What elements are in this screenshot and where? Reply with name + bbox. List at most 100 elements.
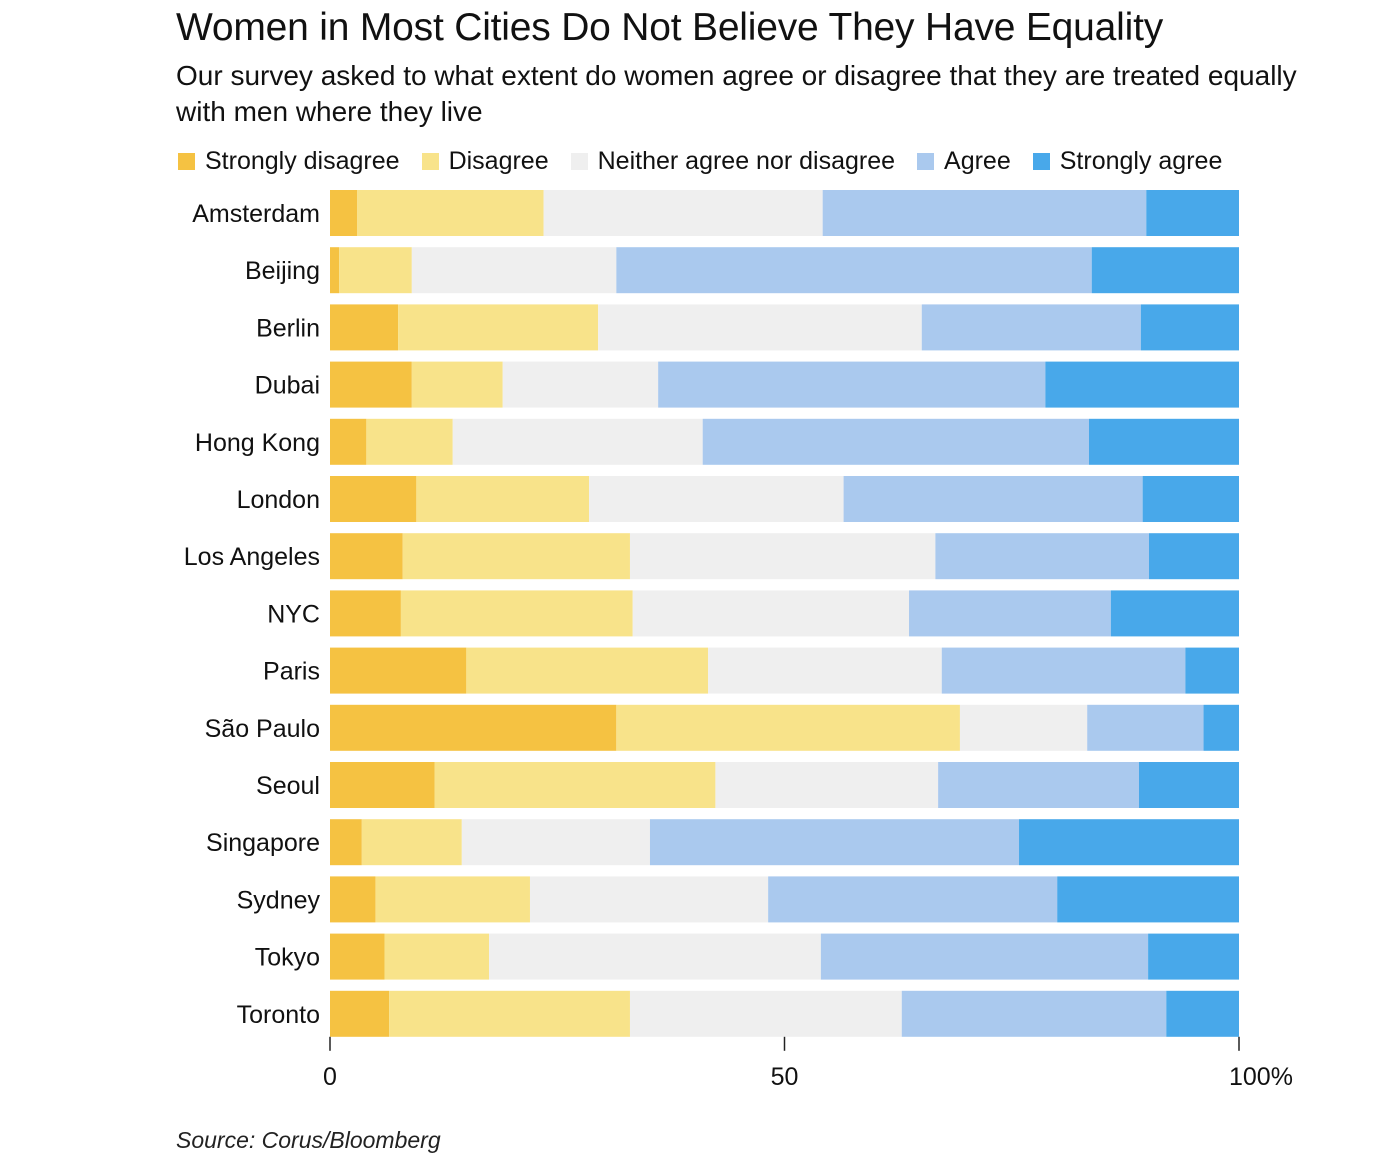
bar-row-sydney: [330, 876, 1239, 923]
x-axis-tick-label: 50: [771, 1063, 799, 1091]
bar-segment-agree: [935, 533, 1150, 580]
bar-segment-agree: [941, 647, 1186, 694]
bar-segment-agree: [820, 933, 1149, 980]
category-label: Toronto: [237, 1001, 320, 1029]
x-axis-tick-label: 100%: [1229, 1063, 1293, 1091]
category-label: Singapore: [206, 829, 320, 857]
legend-item-strongly-disagree: Strongly disagree: [178, 147, 400, 176]
bar-row-dubai: [330, 361, 1239, 408]
bar-segment-strongly-agree: [1166, 990, 1239, 1037]
bar-row-nyc: [330, 590, 1239, 637]
bar-segment-strongly-agree: [1142, 476, 1239, 522]
legend-swatch: [421, 152, 439, 170]
bar-segment-neither-agree-nor-disagree: [461, 819, 650, 866]
bar-segment-neither-agree-nor-disagree: [598, 304, 922, 351]
bar-segment-strongly-disagree: [330, 361, 412, 408]
bar-row-paris: [330, 647, 1239, 694]
bar-segment-agree: [1087, 704, 1204, 751]
category-label: Tokyo: [255, 944, 320, 972]
bar-segment-strongly-disagree: [330, 418, 367, 465]
bar-segment-strongly-agree: [1089, 418, 1239, 465]
bar-segment-strongly-disagree: [330, 590, 401, 637]
legend-item-neither: Neither agree nor disagree: [570, 146, 896, 176]
bar-segment-strongly-disagree: [330, 247, 340, 294]
category-label: Beijing: [245, 257, 320, 285]
bar-segment-strongly-disagree: [330, 933, 385, 980]
bar-segment-disagree: [616, 704, 960, 751]
bar-segment-strongly-agree: [1203, 704, 1239, 751]
bar-segment-strongly-agree: [1146, 190, 1239, 236]
legend-item-agree: Agree: [917, 147, 1011, 176]
bar-segment-strongly-disagree: [330, 990, 390, 1037]
bar-segment-disagree: [339, 247, 412, 294]
chart-subtitle: Our survey asked to what extent do women…: [176, 60, 1297, 127]
category-label: Los Angeles: [184, 543, 320, 571]
bar-row-beijing: [330, 247, 1239, 294]
bar-segment-disagree: [398, 304, 599, 351]
x-axis-tick-label: 0: [323, 1063, 337, 1091]
bar-segment-disagree: [389, 990, 630, 1037]
bar-segment-strongly-agree: [1110, 590, 1239, 637]
category-label: São Paulo: [205, 715, 320, 743]
legend-swatch: [917, 152, 935, 170]
bar-segment-neither-agree-nor-disagree: [502, 361, 659, 408]
category-label: Seoul: [256, 772, 320, 800]
bar-segment-strongly-disagree: [330, 304, 399, 351]
bar-segment-disagree: [361, 819, 462, 866]
bar-segment-neither-agree-nor-disagree: [411, 247, 617, 294]
bar-segment-agree: [921, 304, 1141, 351]
bar-segment-disagree: [375, 876, 530, 923]
bar-row-tokyo: [330, 933, 1239, 980]
bar-row-amsterdam: [330, 190, 1239, 236]
bar-segment-strongly-disagree: [330, 647, 467, 694]
category-label: London: [237, 486, 320, 514]
bar-segment-agree: [658, 361, 1046, 408]
bar-segment-strongly-disagree: [330, 819, 362, 866]
bar-segment-strongly-disagree: [330, 533, 403, 580]
legend-item-disagree: Disagree: [421, 147, 549, 176]
legend-label: Agree: [944, 146, 1011, 175]
bar-segment-strongly-agree: [1091, 247, 1239, 294]
bar-segment-agree: [649, 819, 1020, 866]
bar-segment-strongly-agree: [1140, 304, 1239, 351]
bar-row-toronto: [330, 990, 1239, 1037]
bar-segment-strongly-agree: [1185, 647, 1239, 694]
bar-segment-neither-agree-nor-disagree: [543, 190, 823, 236]
bar-segment-strongly-disagree: [330, 762, 435, 808]
bar-segment-agree: [768, 876, 1058, 923]
bar-segment-agree: [938, 762, 1140, 808]
bar-segment-disagree: [402, 533, 630, 580]
bar-segment-agree: [901, 990, 1167, 1037]
legend-swatch: [1032, 152, 1050, 170]
bar-segment-neither-agree-nor-disagree: [632, 590, 910, 637]
legend-label: Neither agree nor disagree: [597, 146, 896, 175]
bar-segment-strongly-agree: [1139, 762, 1239, 808]
chart-title: Women in Most Cities Do Not Believe They…: [176, 6, 1164, 49]
bar-row-berlin: [330, 304, 1239, 351]
bar-segment-neither-agree-nor-disagree: [629, 990, 902, 1037]
bar-segment-strongly-agree: [1149, 533, 1239, 580]
chart-legend: Strongly disagree Disagree Neither agree…: [178, 145, 1244, 177]
bar-segment-strongly-disagree: [330, 190, 358, 236]
bar-segment-neither-agree-nor-disagree: [959, 704, 1088, 751]
bar-segment-agree: [843, 476, 1143, 522]
bar-segment-neither-agree-nor-disagree: [529, 876, 769, 923]
bar-segment-disagree: [384, 933, 490, 980]
category-label: Amsterdam: [192, 200, 320, 228]
bar-segment-neither-agree-nor-disagree: [715, 762, 939, 808]
bar-row-hong-kong: [330, 418, 1239, 465]
bar-row-los-angeles: [330, 533, 1239, 580]
bar-segment-strongly-agree: [1019, 819, 1239, 866]
legend-swatch: [178, 152, 195, 170]
bar-segment-disagree: [416, 476, 590, 522]
bar-row-s-o-paulo: [330, 704, 1239, 751]
category-label: Paris: [263, 658, 320, 686]
bar-segment-neither-agree-nor-disagree: [708, 647, 942, 694]
bar-segment-agree: [702, 418, 1090, 465]
bar-segment-neither-agree-nor-disagree: [489, 933, 821, 980]
category-label: Dubai: [255, 372, 320, 400]
bar-segment-disagree: [466, 647, 709, 694]
category-label: NYC: [267, 600, 320, 628]
bar-segment-neither-agree-nor-disagree: [589, 476, 844, 522]
